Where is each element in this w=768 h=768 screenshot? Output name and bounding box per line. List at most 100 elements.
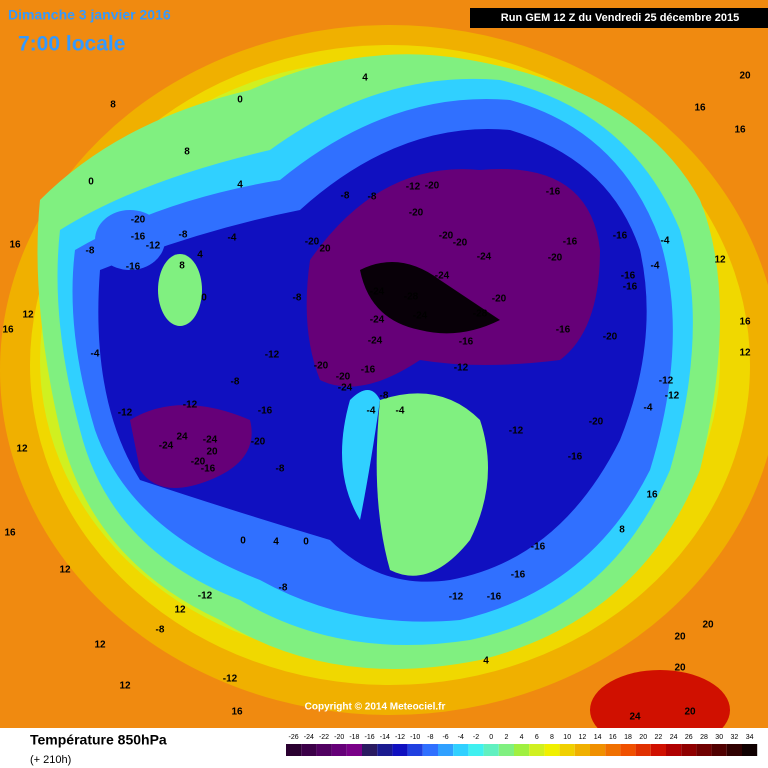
contour-label: -8 [86,246,95,257]
scale-swatch [514,744,530,756]
contour-label: -20 [453,238,468,249]
contour-label: -12 [665,391,680,402]
contour-label: -8 [341,191,350,202]
contour-label: -28 [404,292,419,303]
contour-label: -20 [589,417,604,428]
scale-label: -16 [365,734,375,741]
color-scale: -26 -24 -22 -20 -18 -16 -14 -12 -10 -8 -6 -4 -2 0 2 4 6 8… [286,734,758,756]
scale-swatch [483,744,499,756]
scale-swatch [559,744,575,756]
contour-label: 8 [619,525,625,536]
run-info: Run GEM 12 Z du Vendredi 25 décembre 201… [501,12,739,24]
scale-swatch [316,744,332,756]
contour-label: 12 [119,681,131,692]
contour-label: -16 [621,271,636,282]
scale-label: -26 [289,734,299,741]
contour-label: 20 [319,244,331,255]
contour-label: -20 [603,332,618,343]
scale-label: 20 [639,734,647,741]
scale-label: -8 [427,734,433,741]
scale-swatch [544,744,560,756]
contour-label: 0 [88,177,94,188]
contour-label: -24 [370,315,385,326]
contour-label: 12 [714,255,726,266]
run-box [470,8,768,28]
scale-label: -2 [473,734,479,741]
scale-swatch [666,744,682,756]
contour-label: 16 [231,707,243,718]
contour-label: -4 [644,403,653,414]
contour-label: 20 [702,620,714,631]
scale-label: -6 [442,734,448,741]
scale-label: 24 [670,734,678,741]
contour-label: -16 [201,464,216,475]
contour-label: -8 [380,391,389,402]
scale-swatch [301,744,317,756]
contour-label: -20 [305,237,320,248]
contour-label: -20 [425,181,440,192]
contour-label: -16 [126,262,141,273]
contour-label: 12 [16,444,28,455]
scale-label: -12 [395,734,405,741]
contour-label: -12 [118,408,133,419]
contour-label: 16 [694,103,706,114]
scale-swatch [407,744,423,756]
contour-label: -8 [279,583,288,594]
contour-label: 4 [237,180,243,191]
contour-label: -8 [276,464,285,475]
contour-label: 20 [206,447,218,458]
contour-label: -8 [179,230,188,241]
contour-label: -12 [659,376,674,387]
contour-label: -24 [413,311,428,322]
contour-label: -4 [396,406,405,417]
scale-label: 12 [579,734,587,741]
contour-label: -12 [146,241,161,252]
contour-label: 24 [176,432,188,443]
scale-swatch [711,744,727,756]
contour-label: 24 [629,712,641,723]
contour-label: 8 [184,147,190,158]
contour-label: 20 [674,663,686,674]
scale-label: 2 [504,734,508,741]
scale-label: 16 [609,734,617,741]
contour-label: 12 [174,605,186,616]
contour-label: 16 [739,317,751,328]
scale-swatch [498,744,514,756]
contour-label: -20 [251,437,266,448]
contour-label: 12 [22,310,34,321]
contour-label: 16 [734,125,746,136]
contour-label: -16 [531,542,546,553]
scale-swatch [605,744,621,756]
contour-label: -24 [477,252,492,263]
scale-swatch [620,744,636,756]
scale-label: 6 [535,734,539,741]
contour-label: -24 [435,271,450,282]
scale-label: 0 [489,734,493,741]
contour-label: -16 [546,187,561,198]
scale-swatch [696,744,712,756]
scale-swatch [438,744,454,756]
contour-label: -20 [191,457,206,468]
contour-label: 0 [201,293,207,304]
contour-label: 16 [646,490,658,501]
copyright: Copyright © 2014 Meteociel.fr [305,702,446,713]
scale-label: -20 [334,734,344,741]
contour-label: 4 [197,250,203,261]
contour-label: -16 [613,231,628,242]
contour-label: 20 [674,632,686,643]
scale-label: 32 [731,734,739,741]
contour-label: -4 [228,233,237,244]
contour-label: 12 [739,348,751,359]
scale-label: -22 [319,734,329,741]
scale-swatch [468,744,484,756]
contour-label: -12 [406,182,421,193]
contour-label: -16 [131,232,146,243]
contour-label: -4 [91,349,100,360]
contour-label: -24 [203,435,218,446]
contour-label: 16 [4,528,16,539]
contour-label: 20 [739,71,751,82]
scale-swatch [377,744,393,756]
scale-swatch [742,744,758,756]
contour-label: -20 [439,231,454,242]
